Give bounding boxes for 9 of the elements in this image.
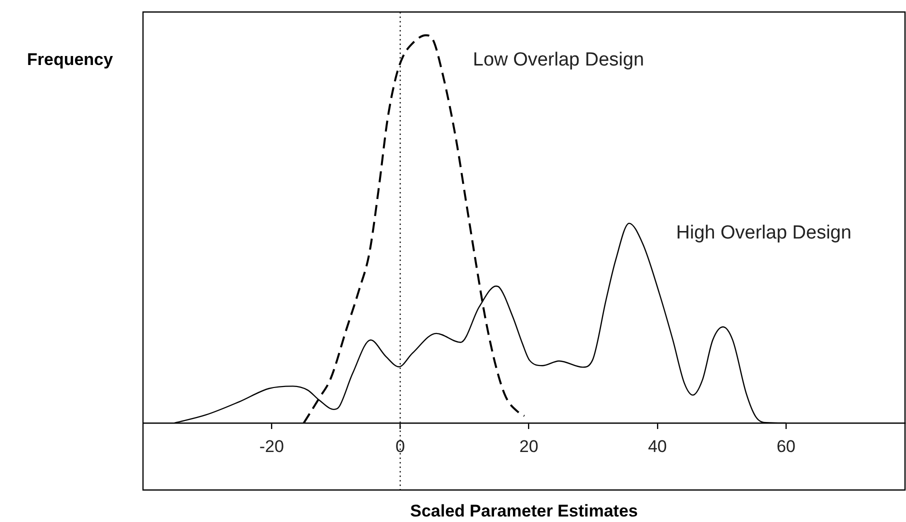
x-axis-title: Scaled Parameter Estimates: [410, 501, 638, 520]
x-tick-label: 40: [648, 436, 667, 456]
series-label: Low Overlap Design: [472, 50, 644, 70]
y-axis-title: Frequency: [26, 50, 114, 70]
series-label: High Overlap Design: [676, 222, 852, 244]
x-tick-label: 20: [519, 436, 538, 456]
x-tick-label: -20: [259, 436, 284, 456]
x-tick-label: 60: [776, 436, 796, 456]
x-tick-label: 0: [395, 436, 405, 456]
